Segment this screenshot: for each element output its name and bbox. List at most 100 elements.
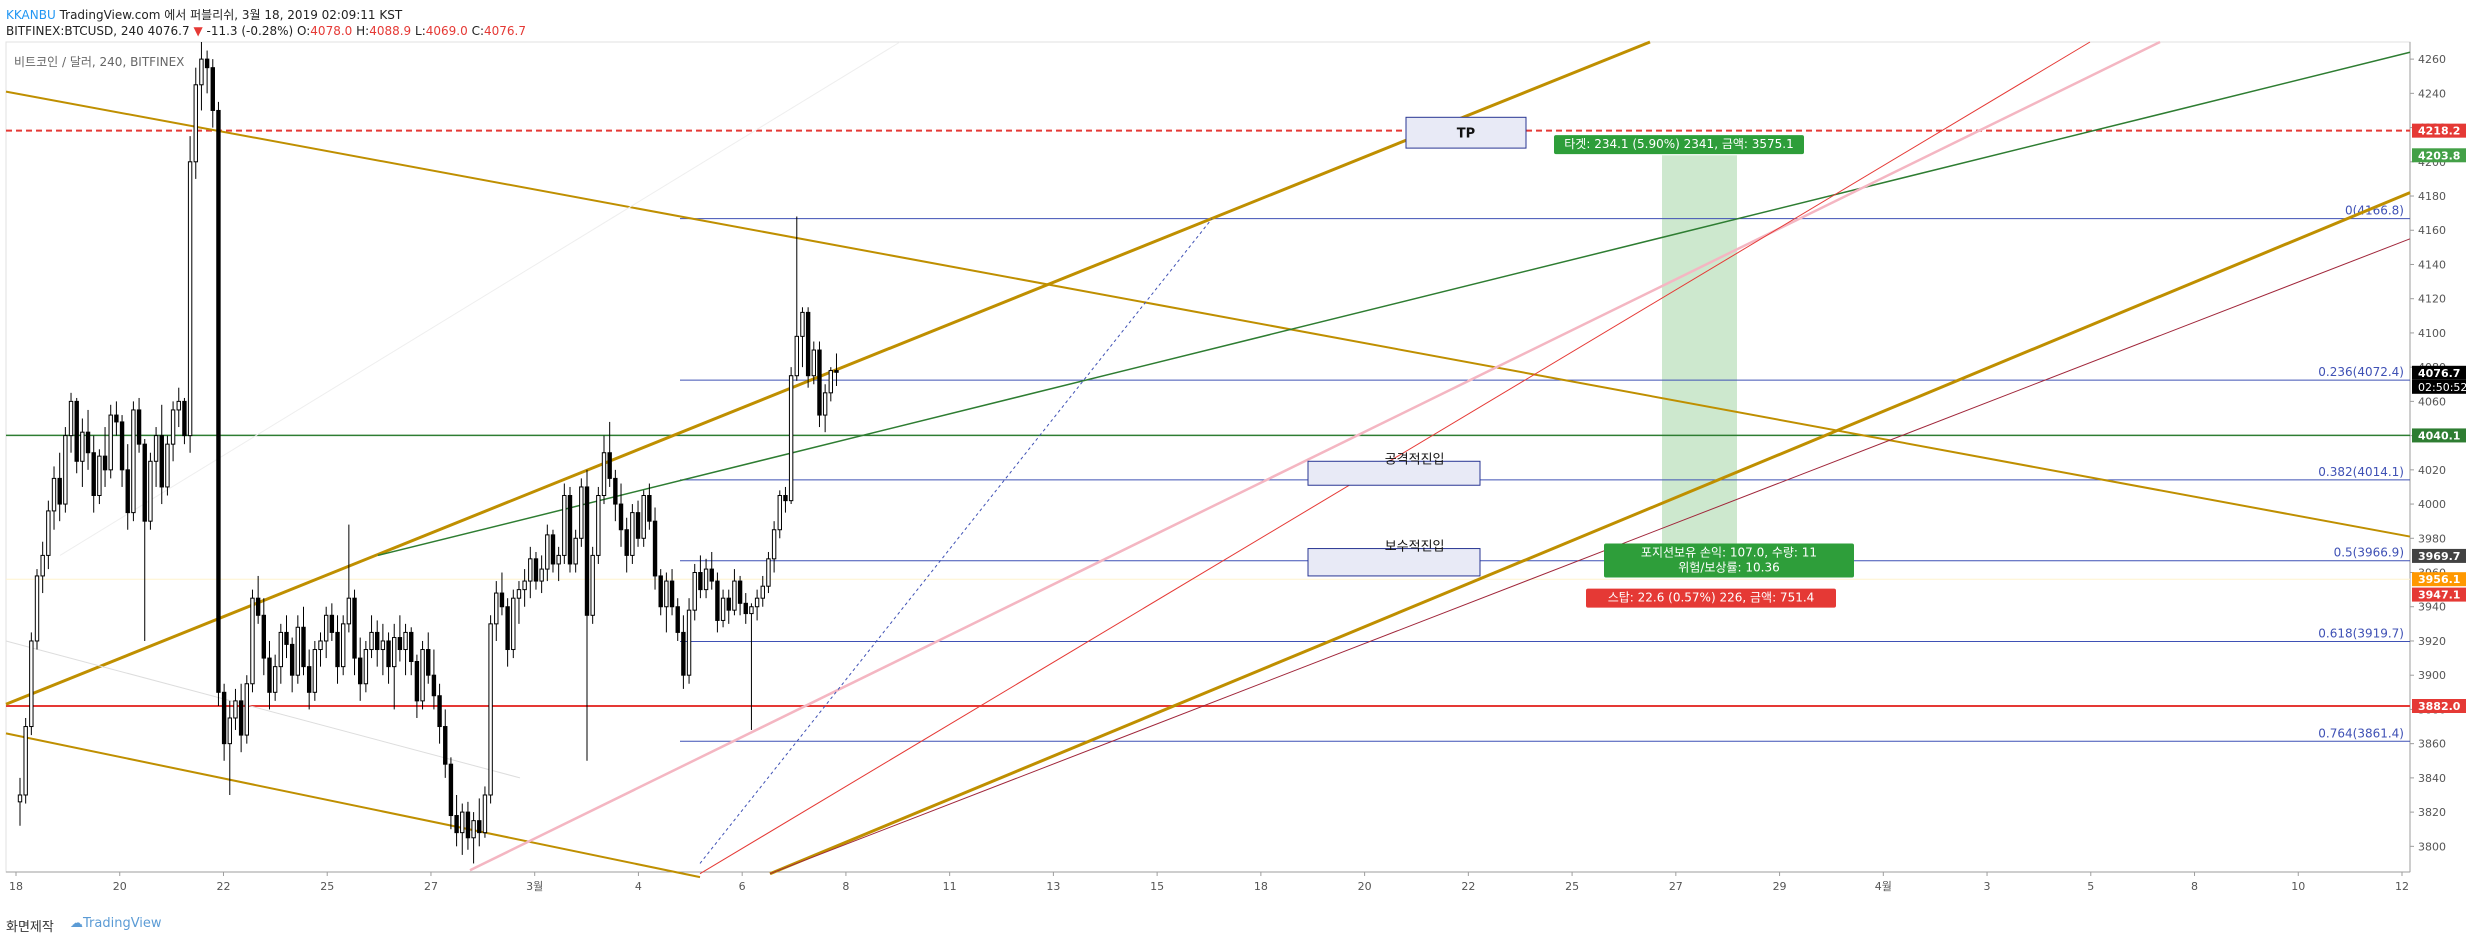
y-tick-label: 4060 [2418, 395, 2446, 408]
candle [720, 589, 726, 628]
y-tick-label: 4260 [2418, 53, 2446, 66]
capture-info: KKANBU TradingView.com 에서 퍼블리쉬, 3월 18, 2… [6, 6, 402, 23]
candle-body [233, 700, 238, 719]
candle [170, 401, 176, 462]
candle-body [210, 67, 215, 111]
candle-body [301, 626, 306, 668]
candle [471, 812, 476, 864]
candle-body [329, 614, 335, 633]
price-label-bg [2412, 428, 2466, 443]
candle-body [159, 435, 164, 488]
last-price: 4076.7 [147, 24, 190, 38]
trend-line [5, 90, 2411, 538]
candle-body [204, 58, 210, 69]
down-arrow-icon: ▼ [193, 24, 203, 38]
annotation-box-aggressive [1307, 460, 1481, 486]
candle-body [720, 597, 726, 621]
candle-body [409, 631, 414, 663]
candle [596, 486, 601, 564]
candle [193, 67, 198, 179]
candle-body [221, 691, 227, 745]
candle [29, 632, 34, 736]
candle [329, 603, 335, 641]
x-tick-label: 11 [943, 880, 957, 893]
candle-body [170, 409, 176, 445]
candle [125, 444, 130, 530]
candle [641, 490, 646, 547]
candle [811, 341, 817, 385]
fib-level-label: 0.382(4014.1) [2318, 465, 2404, 479]
candle-body [556, 554, 561, 565]
stop-label-text: 스탑: 22.6 (0.57%) 226, 금액: 751.4 [1608, 591, 1815, 605]
candle-body [91, 452, 96, 497]
price-label-text: 3882.0 [2418, 700, 2461, 713]
candle-body [505, 606, 510, 651]
close-value: 4076.7 [484, 24, 527, 38]
candle [664, 572, 669, 633]
candle [494, 581, 499, 641]
candle [40, 541, 45, 594]
candle-body [766, 558, 771, 587]
candle-body [426, 649, 431, 676]
x-tick-label: 3월 [526, 880, 543, 893]
candle [131, 401, 136, 522]
candle-body [431, 674, 437, 697]
candle [783, 486, 788, 513]
candle [647, 483, 652, 530]
price-label-bg [2412, 699, 2466, 713]
x-tick-label: 8 [2191, 880, 2198, 893]
candle-body [499, 592, 505, 608]
price-label-bg [2412, 548, 2466, 563]
candle [573, 529, 578, 573]
candle-body [579, 486, 584, 539]
candle-body [289, 643, 295, 676]
candle [210, 59, 215, 128]
low-value: 4069.0 [425, 24, 468, 38]
x-tick-label: 18 [9, 880, 23, 893]
candle [528, 546, 533, 599]
trend-line [5, 40, 1651, 706]
high-label: H: [356, 24, 370, 38]
price-chart[interactable]: 비트코인 / 달러, 240, BITFINEX0(4166.8)0.236(4… [0, 0, 2468, 910]
candle-body [743, 602, 748, 615]
position-label-text: 포지션보유 손익: 107.0, 수량: 11 [1641, 546, 1817, 560]
candle-body [607, 452, 612, 479]
candle-body [573, 537, 578, 565]
candle-body [119, 421, 125, 471]
candle [312, 640, 318, 701]
candle [165, 435, 170, 496]
candle [777, 490, 782, 539]
candle-body [102, 455, 108, 471]
tradingview-logo[interactable]: ☁TradingView [70, 916, 162, 931]
capture-prefix[interactable]: KKANBU [6, 8, 56, 22]
candle [426, 632, 431, 684]
candle [136, 397, 142, 453]
annotation-box-conservative [1307, 548, 1481, 577]
candle-body [494, 592, 499, 625]
candle [369, 615, 374, 659]
high-value: 4088.9 [369, 24, 412, 38]
price-label-text: 3969.7 [2418, 550, 2460, 563]
price-label-bg [2412, 572, 2466, 587]
x-tick-label: 12 [2395, 880, 2409, 893]
candle-body [238, 700, 244, 736]
candle [732, 569, 737, 616]
price-label-bg [2412, 148, 2466, 163]
candle-body [726, 597, 731, 611]
candle [227, 700, 232, 795]
change: -11.3 (-0.28%) [206, 24, 294, 38]
x-tick-label: 3 [1984, 880, 1991, 893]
price-label-text: 3956.1 [2418, 573, 2460, 586]
candle-body [85, 431, 91, 454]
candle [601, 435, 607, 505]
x-tick-label: 20 [1358, 880, 1372, 893]
candle-body [40, 554, 45, 577]
symbol[interactable]: BITFINEX:BTCUSD, 240 [6, 24, 144, 38]
candle [340, 615, 346, 676]
candle [91, 435, 96, 513]
candle-body [261, 614, 267, 659]
footer: 화면제작 ☁TradingView [0, 910, 2468, 938]
candle-body [794, 335, 799, 377]
candle-body [23, 726, 28, 796]
candle [567, 486, 573, 573]
